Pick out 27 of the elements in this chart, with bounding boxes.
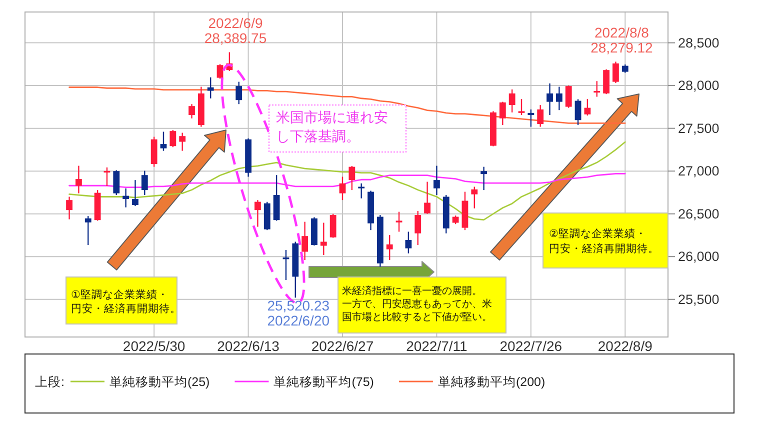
y-tick-label: 27,500 [678,120,720,136]
y-tick-label: 27,000 [678,164,720,179]
annotation: 2022/8/8 28,279.12 [590,24,654,56]
note-box: 米国市場に連れ安し下落基調。 [268,104,406,152]
note-box: ②堅調な企業業績・円安・経済再開期待。 [542,212,668,268]
annotation: ①堅調な企業業績・円安・経済再開期待。 [71,288,181,315]
legend-label: 単純移動平均(25) [109,375,210,389]
y-tick-label: 26,500 [678,206,720,222]
annotation: 米国市場に連れ安し下落基調。 [276,109,388,144]
y-tick-label: 25,500 [678,292,720,307]
x-tick-label: 2022/7/11 [406,338,468,354]
annotation: 米経済指標に一喜一憂の展開。一方で、円安恩恵もあってか、米国市場と比較すると下値が堅い。 [342,285,492,323]
annotation: ②堅調な企業業績・円安・経済再開期待。 [549,227,659,255]
legend-title: 上段: [35,375,64,389]
annotation: 25,520.23 2022/6/20 [267,298,330,329]
note-box: 米経済指標に一喜一憂の展開。一方で、円安恩恵もあってか、米国市場と比較すると下値が堅い。 [338,276,506,334]
legend-label: 単純移動平均(200) [438,375,546,389]
y-tick-label: 28,500 [678,35,720,50]
y-tick-label: 26,000 [678,249,720,264]
x-tick-label: 2022/7/26 [500,338,562,354]
annotation: 2022/6/9 28,389.75 [204,15,267,46]
y-tick-label: 28,000 [678,78,720,94]
legend-label: 単純移動平均(75) [274,375,374,389]
x-tick-label: 2022/5/30 [122,338,186,354]
x-tick-label: 2022/6/27 [311,338,374,354]
x-tick-label: 2022/8/9 [598,338,653,354]
x-tick-label: 2022/6/13 [217,338,280,354]
